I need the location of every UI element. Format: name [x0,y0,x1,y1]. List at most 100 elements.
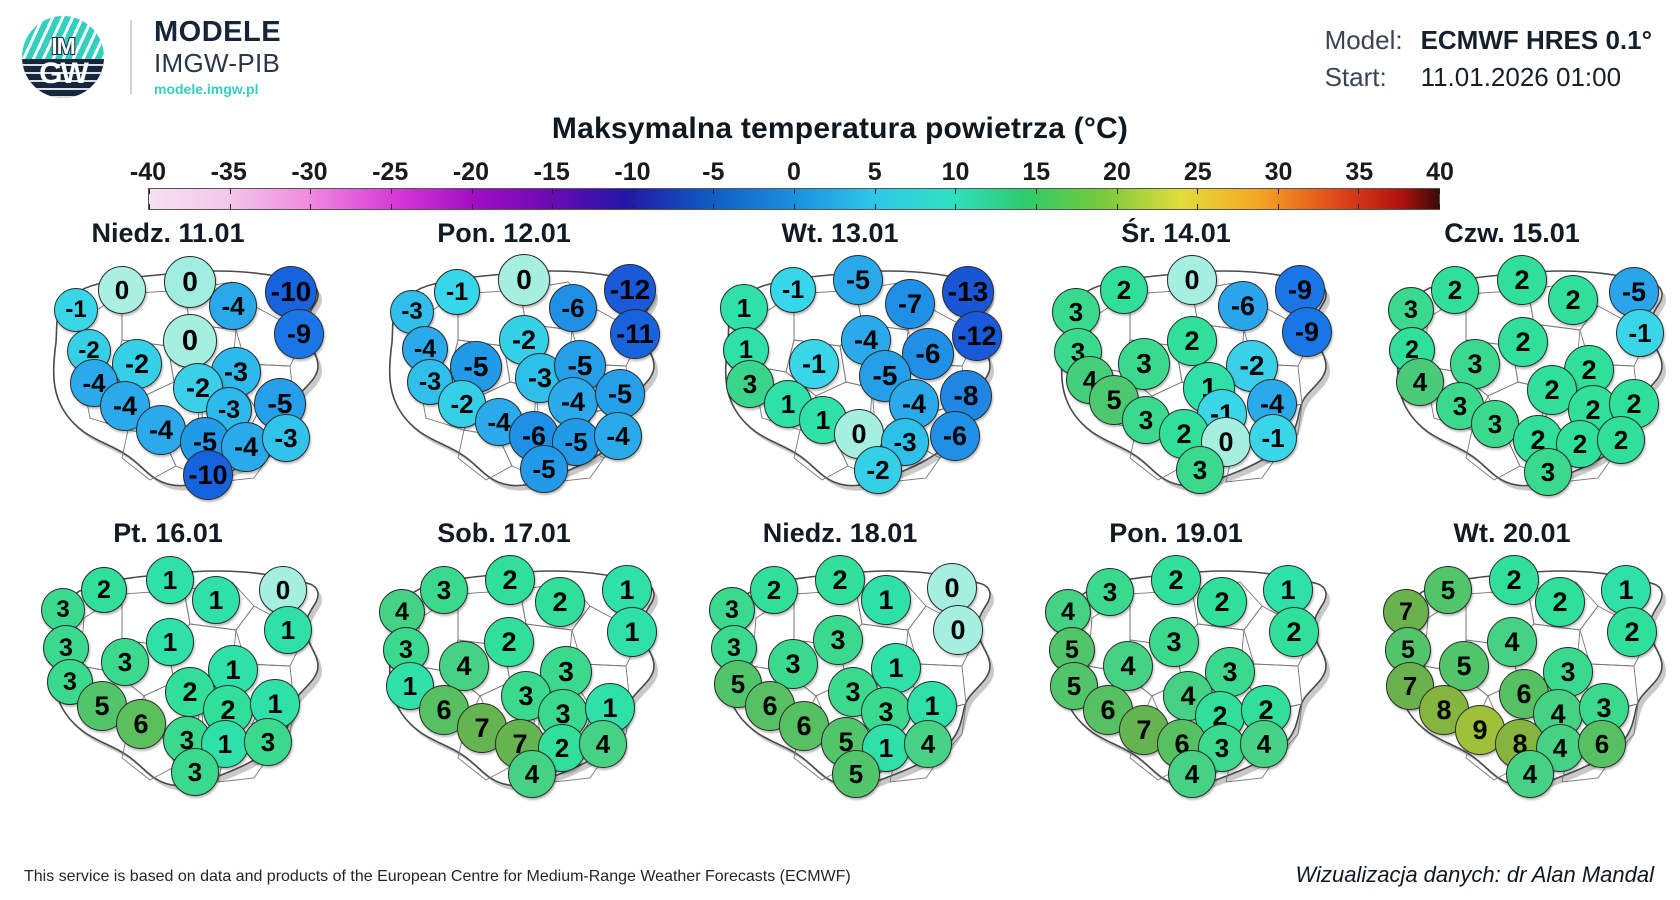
station-value-bubble: 5 [1424,566,1472,614]
station-value-bubble: 5 [832,750,880,798]
station-value-bubble: 4 [439,641,489,691]
station-value-bubble: 2 [1197,577,1247,627]
station-value-bubble: -3 [262,414,310,462]
station-value-bubble: 3 [420,566,468,614]
station-value-bubble: 1 [264,606,312,654]
station-value-bubble: 3 [1450,339,1500,389]
station-value-bubble: 2 [1607,607,1657,657]
station-value-bubble: -5 [520,445,568,493]
station-value-bubble: -9 [1275,265,1325,315]
station-value-bubble: 0 [933,605,983,655]
forecast-panel-sob--17-01: Sob. 17.01 4 3 2 2 1 1 3 2 4 1 3 3 6 3 1 7 7 2 4 4 [336,516,672,816]
station-value-bubble: 3 [101,638,149,686]
colorbar-tick-20: 20 [1103,158,1131,186]
panel-title: Pon. 19.01 [1109,518,1243,548]
station-value-bubble: 3 [41,588,85,632]
page-header: IM GW MODELE IMGW-PIB modele.imgw.pl Mod… [0,0,1680,112]
colorbar-tick--35: -35 [210,158,247,186]
station-value-bubble: -9 [1282,307,1332,357]
station-value-bubble: -4 [475,398,523,446]
logo-mark-bottom-text: GW [39,57,89,90]
station-value-bubble: -1 [1616,309,1664,357]
station-value-bubble: -4 [594,412,642,460]
station-value-bubble: 4 [1103,641,1153,691]
station-value-bubble: 2 [815,555,865,605]
station-value-bubble: 2 [485,555,535,605]
station-value-bubble: 4 [1487,617,1537,667]
station-value-bubble: 4 [1045,589,1091,635]
station-value-bubble: -11 [610,309,660,359]
ecmwf-attribution: This service is based on data and produc… [24,868,851,885]
author-credit: Wizualizacja danych: dr Alan Mandal [1295,862,1655,887]
station-value-bubble: -4 [548,377,598,427]
colorbar-tick--15: -15 [533,158,570,186]
poland-map: -3 -1 0 -6 -12 -11 -4 -2 -5 -3 -3 -5 -2 -4 -5 -4 -6 -5 -4-… [336,250,672,512]
poland-map: -1 0 0 -4 -10 -9 -2 0 -2 -3 -4 -2 -4 -3 -5 -4 -5 -4 -3 -10 [0,250,336,512]
station-value-bubble: 2 [1269,607,1319,657]
station-value-bubble: 6 [1578,720,1626,768]
station-value-bubble: 3 [768,639,818,689]
station-value-bubble: 3 [171,748,219,796]
station-value-bubble: -10 [183,450,233,500]
station-value-bubble: -4 [136,405,186,455]
station-value-bubble: -6 [549,284,597,332]
station-value-bubble: -4 [841,315,891,365]
station-value-bubble: 2 [81,567,127,613]
forecast-panel-czw--15-01: Czw. 15.01 3 2 2 2 -5 -1 2 2 3 4 2 2 3 2 2 3 2 2 2 3 [1344,216,1680,516]
station-value-bubble: -1 [789,339,839,389]
poland-map: 3 2 2 2 -5 -1 2 2 3 4 2 2 3 2 2 3 2 2 2 3 [1344,250,1680,512]
station-value-bubble: 1 [1263,565,1313,615]
start-label: Start: [1324,61,1387,92]
station-value-bubble: 2 [1527,365,1577,415]
colorbar-tick-35: 35 [1345,158,1374,186]
station-value-bubble: 7 [457,703,507,753]
forecast-panel-śr--14-01: Śr. 14.01 3 2 0 -6 -9 -9 3 2 3 4 -2 1 5 -1 -4 3 2 0 -1 3 [1008,216,1344,516]
colorbar-tick-30: 30 [1264,158,1293,186]
forecast-panel-pon--12-01: Pon. 12.01 -3 -1 0 -6 -12 -11 -4 -2 -5 -3 -3 -5 -2 -4-… [336,216,672,516]
station-value-bubble: -6 [930,411,980,461]
station-value-bubble: 3 [726,360,774,408]
panel-title: Pt. 16.01 [113,518,223,548]
station-value-bubble: 1 [1601,565,1651,615]
logo-subtitle: IMGW-PIB [154,48,281,78]
forecast-panel-pon--19-01: Pon. 19.01 4 3 2 2 1 2 5 3 4 5 3 4 6 2 2 7 6 3 4 4 [1008,516,1344,816]
imgw-logo: IM GW MODELE IMGW-PIB modele.imgw.pl [22,16,281,98]
station-value-bubble: 6 [745,681,795,731]
colorbar-tick--20: -20 [452,158,490,186]
station-value-bubble: 2 [1597,416,1645,464]
station-value-bubble: -2 [438,380,486,428]
panel-title: Niedz. 11.01 [91,218,245,248]
station-value-bubble: 2 [484,617,534,667]
station-value-bubble: 1 [386,662,434,710]
station-value-bubble: 1 [871,643,921,693]
station-value-bubble: -13 [942,266,994,318]
model-value: ECMWF HRES 0.1° [1420,25,1652,55]
station-value-bubble: 1 [720,284,768,332]
station-value-bubble: -5 [1609,267,1659,317]
station-value-bubble: 3 [1176,446,1224,494]
station-value-bubble: 3 [1436,382,1484,430]
station-value-bubble: -2 [854,446,902,494]
logo-title: MODELE [154,16,282,48]
colorbar-tick--5: -5 [702,158,725,186]
station-value-bubble: 3 [1388,287,1434,333]
forecast-panel-niedz--11-01: Niedz. 11.01 -1 0 0 -4 -10 -9 -2 0 -2 -3 -4 -2 -4 -3 -5… [0,216,336,516]
station-value-bubble: 2 [1100,266,1148,314]
panel-title: Śr. 14.01 [1121,218,1231,248]
colorbar-tick-25: 25 [1183,158,1212,186]
colorbar: -40 -35 -30 -25 -20 -15 -10 -5 0 5 10 15 20 25 30 35 40 [130,158,1454,210]
station-value-bubble: -6 [1218,281,1268,331]
station-value-bubble: 2 [1548,275,1598,325]
panel-title: Sob. 17.01 [437,518,571,548]
station-value-bubble: 1 [146,556,194,604]
station-value-bubble: 2 [750,566,798,614]
station-value-bubble: -6 [902,328,954,380]
panel-title: Wt. 13.01 [781,218,899,248]
station-value-bubble: 1 [607,607,657,657]
station-value-bubble: 1 [862,724,910,772]
colorbar-tick-labels: -40 -35 -30 -25 -20 -15 -10 -5 0 5 10 15 20 25 30 35 40 [130,158,1454,188]
